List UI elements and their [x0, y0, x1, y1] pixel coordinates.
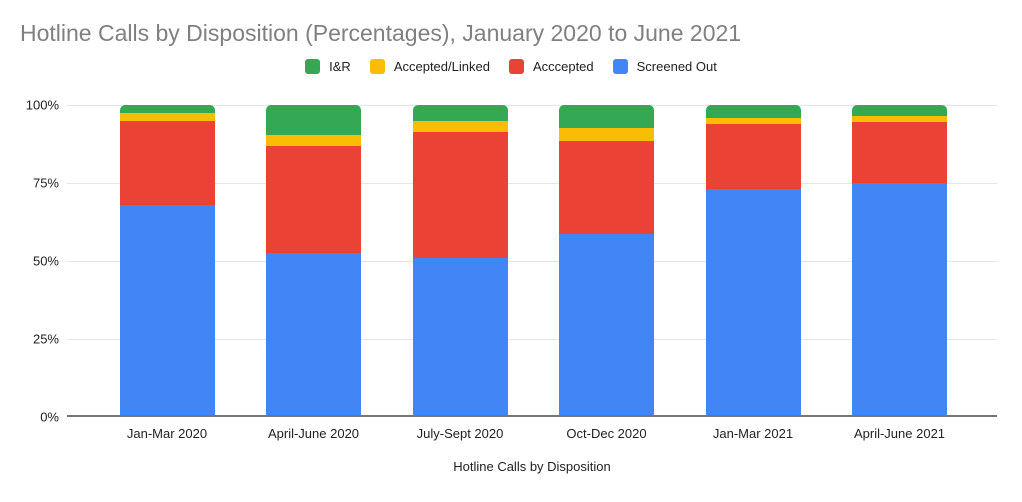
x-tick-label-july-sept-2020: July-Sept 2020: [416, 426, 504, 441]
legend-item-i-r: I&R: [305, 59, 351, 74]
bar-segment-screened-out: [852, 183, 947, 417]
legend-item-screened-out: Screened Out: [612, 59, 717, 74]
bar-segment-acccepted: [852, 122, 947, 183]
legend-label: Screened Out: [636, 59, 717, 74]
bar-segment-screened-out: [705, 189, 801, 417]
gridline-50: [67, 260, 997, 262]
x-axis-title: Hotline Calls by Disposition: [453, 459, 611, 474]
legend: I&R Accepted/Linked Acccepted Screened Out: [0, 59, 1022, 74]
bar-segment-i-r: [412, 105, 508, 121]
bar-segment-accepted-linked: [705, 117, 801, 124]
bar-jan-mar-2020: [119, 105, 215, 417]
legend-label: Acccepted: [532, 59, 594, 74]
bar-segment-accepted-linked: [852, 115, 947, 123]
chart-title: Hotline Calls by Disposition (Percentage…: [20, 20, 742, 46]
bar-segment-acccepted: [559, 140, 654, 235]
y-tick-label-0: 0%: [40, 409, 59, 425]
bar-segment-accepted-linked: [559, 128, 654, 141]
legend-item-acccepted: Acccepted: [508, 59, 594, 74]
bar-segment-screened-out: [412, 257, 508, 417]
bar-segment-acccepted: [412, 131, 508, 258]
bar-segment-screened-out: [266, 253, 361, 417]
legend-swatch-icon: [508, 59, 524, 74]
x-tick-label-oct-dec-2020: Oct-Dec 2020: [566, 426, 647, 441]
gridline-75: [67, 182, 997, 184]
bar-segment-i-r: [119, 105, 215, 113]
x-tick-label-april-june-2021: April-June 2021: [853, 426, 946, 441]
bar-oct-dec-2020: [559, 105, 654, 417]
bar-segment-acccepted: [119, 120, 215, 205]
bar-segment-accepted-linked: [266, 134, 361, 146]
legend-label: Accepted/Linked: [393, 59, 490, 74]
bar-segment-accepted-linked: [412, 120, 508, 132]
bar-segment-screened-out: [119, 204, 215, 417]
legend-label: I&R: [329, 59, 351, 74]
y-tick-label-50: 50%: [32, 253, 59, 269]
bar-july-sept-2020: [412, 105, 508, 417]
y-tick-label-25: 25%: [32, 331, 59, 347]
x-axis-baseline: [67, 415, 997, 417]
legend-swatch-icon: [612, 59, 628, 74]
bar-jan-mar-2021: [705, 105, 801, 417]
y-tick-label-100: 100%: [25, 97, 59, 113]
legend-swatch-icon: [305, 59, 321, 74]
bar-segment-acccepted: [266, 145, 361, 254]
bar-april-june-2020: [266, 105, 361, 417]
bar-segment-acccepted: [705, 123, 801, 190]
bar-segment-i-r: [266, 105, 361, 135]
bar-segment-i-r: [852, 105, 947, 116]
legend-item-accepted-linked: Accepted/Linked: [369, 59, 490, 74]
bar-segment-accepted-linked: [119, 112, 215, 121]
gridline-25: [67, 338, 997, 340]
gridline-100: [67, 104, 997, 106]
bar-segment-i-r: [705, 105, 801, 118]
bar-april-june-2021: [852, 105, 947, 417]
x-tick-label-jan-mar-2020: Jan-Mar 2020: [126, 426, 208, 441]
x-tick-label-april-june-2020: April-June 2020: [267, 426, 360, 441]
bar-segment-screened-out: [559, 234, 654, 417]
bar-segment-i-r: [559, 105, 654, 129]
y-tick-label-75: 75%: [32, 175, 59, 191]
legend-swatch-icon: [369, 59, 385, 74]
plot-area: [67, 104, 997, 417]
x-tick-label-jan-mar-2021: Jan-Mar 2021: [712, 426, 794, 441]
